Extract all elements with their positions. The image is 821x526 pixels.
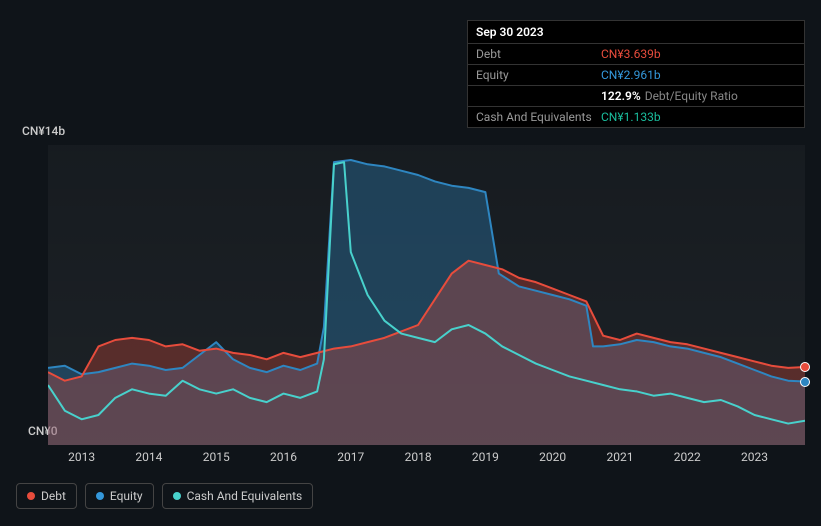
tooltip-label-cash: Cash And Equivalents bbox=[476, 110, 601, 124]
x-tick-2019: 2019 bbox=[472, 450, 499, 464]
tooltip-label-debt: Debt bbox=[476, 47, 601, 61]
x-tick-2016: 2016 bbox=[270, 450, 297, 464]
x-tick-2022: 2022 bbox=[674, 450, 701, 464]
x-tick-2021: 2021 bbox=[606, 450, 633, 464]
x-tick-2020: 2020 bbox=[539, 450, 566, 464]
tooltip-ratio-label: Debt/Equity Ratio bbox=[645, 89, 738, 103]
tooltip-value-debt: CN¥3.639b bbox=[601, 47, 661, 61]
legend-item-debt[interactable]: Debt bbox=[16, 483, 77, 509]
x-axis: 2013 2014 2015 2016 2017 2018 2019 2020 2021 2022… bbox=[48, 450, 805, 470]
tooltip-row-ratio: 122.9% Debt/Equity Ratio bbox=[468, 86, 804, 107]
marker-equity bbox=[800, 377, 810, 387]
data-tooltip: Sep 30 2023 Debt CN¥3.639b Equity CN¥2.9… bbox=[467, 20, 805, 128]
x-tick-2014: 2014 bbox=[135, 450, 162, 464]
tooltip-date: Sep 30 2023 bbox=[468, 21, 804, 44]
legend-item-equity[interactable]: Equity bbox=[85, 483, 154, 509]
legend-label-cash: Cash And Equivalents bbox=[187, 489, 303, 503]
legend-dot-equity bbox=[96, 492, 104, 500]
marker-debt bbox=[800, 362, 810, 372]
x-tick-2023: 2023 bbox=[741, 450, 768, 464]
tooltip-ratio: 122.9% Debt/Equity Ratio bbox=[601, 89, 738, 103]
chart-container: 2013201420152016201720182019202020212022… bbox=[16, 125, 805, 445]
tooltip-row-debt: Debt CN¥3.639b bbox=[468, 44, 804, 65]
plot-area[interactable] bbox=[48, 145, 805, 445]
tooltip-label-equity: Equity bbox=[476, 68, 601, 82]
tooltip-row-cash: Cash And Equivalents CN¥1.133b bbox=[468, 107, 804, 127]
x-tick-2015: 2015 bbox=[203, 450, 230, 464]
legend-dot-debt bbox=[27, 492, 35, 500]
chart-svg bbox=[48, 145, 805, 445]
x-tick-2017: 2017 bbox=[337, 450, 364, 464]
legend-item-cash[interactable]: Cash And Equivalents bbox=[162, 483, 314, 509]
tooltip-row-equity: Equity CN¥2.961b bbox=[468, 65, 804, 86]
tooltip-value-cash: CN¥1.133b bbox=[601, 110, 661, 124]
tooltip-value-equity: CN¥2.961b bbox=[601, 68, 661, 82]
x-tick-2013: 2013 bbox=[68, 450, 95, 464]
tooltip-label-ratio bbox=[476, 89, 601, 103]
x-tick-2018: 2018 bbox=[405, 450, 432, 464]
tooltip-ratio-value: 122.9% bbox=[601, 89, 641, 103]
legend-label-equity: Equity bbox=[110, 489, 143, 503]
legend-dot-cash bbox=[173, 492, 181, 500]
legend: Debt Equity Cash And Equivalents bbox=[16, 483, 313, 509]
legend-label-debt: Debt bbox=[41, 489, 66, 503]
